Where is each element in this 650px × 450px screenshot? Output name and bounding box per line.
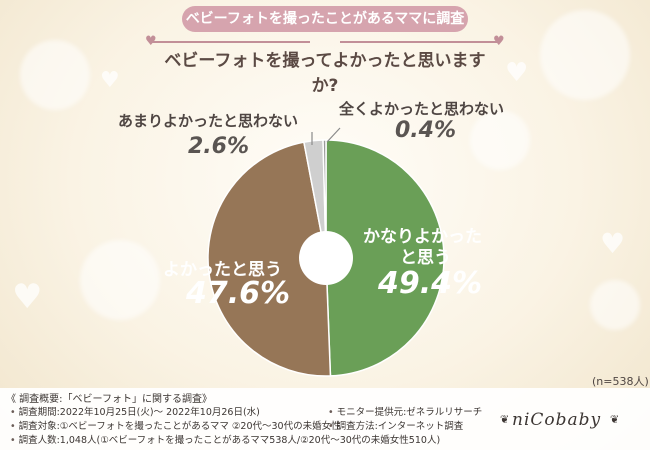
survey-title-pill: ベビーフォトを撮ったことがあるママに調査 bbox=[182, 6, 468, 32]
survey-target: 調査対象:①ベビーフォトを撮ったことがあるママ ②20代～30代の未婚女性 bbox=[18, 421, 341, 432]
slice-label-zenzen: 全くよかったと思わない bbox=[339, 100, 505, 118]
slice-zenzen bbox=[322, 139, 327, 259]
logo-ornament-icon: ❦ bbox=[610, 413, 620, 426]
heart-icon: ♥ bbox=[505, 58, 529, 88]
leader-line bbox=[326, 127, 341, 143]
bokeh-circle bbox=[540, 10, 630, 100]
slice-label-kanari-line1: かなりよかった bbox=[363, 227, 482, 247]
bokeh-circle bbox=[590, 280, 640, 330]
footer-row-target: • 調査対象:①ベビーフォトを撮ったことがあるママ ②20代～30代の未婚女性 bbox=[10, 421, 341, 432]
slice-label-kanari-line2: と思う bbox=[400, 248, 451, 268]
survey-count: 調査人数:1,048人(①ベビーフォトを撮ったことがあるママ538人/②20代～… bbox=[18, 435, 441, 446]
logo-ornament-icon: ❦ bbox=[500, 413, 510, 426]
footer-row-count: • 調査人数:1,048人(①ベビーフォトを撮ったことがあるママ538人/②20代… bbox=[10, 435, 441, 446]
heart-icon: ♥ bbox=[145, 34, 157, 49]
survey-provider: モニター提供元:ゼネラルリサーチ bbox=[336, 407, 483, 418]
footer-row-provider: • モニター提供元:ゼネラルリサーチ bbox=[328, 407, 483, 418]
slice-pct-amari: 2.6% bbox=[188, 134, 250, 159]
divider-line bbox=[340, 41, 500, 43]
bokeh-circle bbox=[80, 240, 160, 320]
heart-icon: ♥ bbox=[12, 277, 43, 317]
survey-overview-title: 《 調査概要:「ベビーフォト」に関する調査》 bbox=[6, 394, 212, 405]
slice-yokatta bbox=[207, 141, 332, 377]
slice-kanari bbox=[325, 139, 445, 377]
slice-label-yokatta: よかったと思う bbox=[163, 260, 282, 280]
brand-logo: niCobaby bbox=[512, 410, 602, 430]
question-title: ベビーフォトを撮ってよかったと思いますか? bbox=[164, 51, 486, 96]
slice-pct-zenzen: 0.4% bbox=[395, 118, 457, 143]
survey-method: 調査方法:インターネット調査 bbox=[336, 421, 464, 432]
heart-icon: ♥ bbox=[493, 34, 505, 49]
heart-icon: ♥ bbox=[100, 68, 120, 93]
slice-pct-yokatta: 47.6% bbox=[186, 276, 291, 311]
footer-row-method: • 調査方法:インターネット調査 bbox=[328, 421, 464, 432]
footer-row-period: • 調査期間:2022年10月25日(火)～ 2022年10月26日(水) bbox=[10, 407, 260, 418]
heart-icon: ♥ bbox=[600, 227, 626, 260]
pie-center-hole bbox=[299, 231, 353, 285]
survey-footer: 《 調査概要:「ベビーフォト」に関する調査》 • 調査期間:2022年10月25日… bbox=[0, 388, 650, 450]
bokeh-circle bbox=[20, 40, 90, 110]
slice-label-amari: あまりよかったと思わない bbox=[118, 112, 299, 130]
survey-period: 調査期間:2022年10月25日(火)～ 2022年10月26日(水) bbox=[18, 407, 260, 418]
bokeh-circle bbox=[470, 110, 530, 170]
sample-size-note: (n=538人) bbox=[592, 375, 649, 388]
divider-line bbox=[150, 41, 310, 43]
slice-pct-kanari: 49.4% bbox=[378, 266, 483, 301]
